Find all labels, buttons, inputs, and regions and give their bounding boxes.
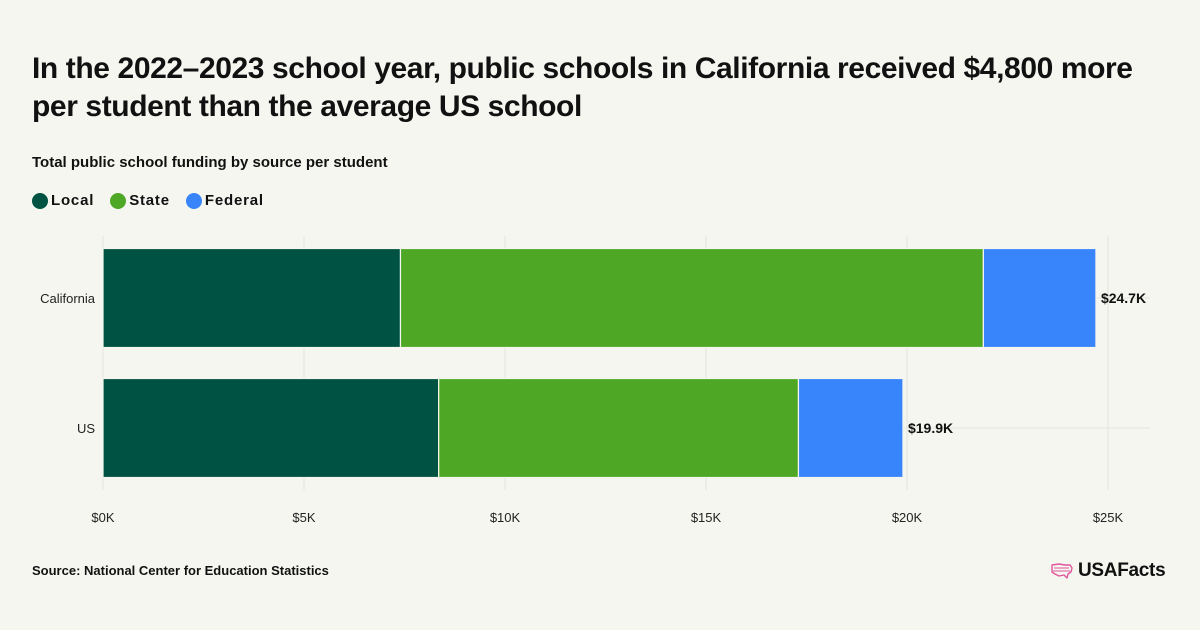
category-label: US xyxy=(77,421,95,436)
bar-state-us xyxy=(438,377,800,479)
usafacts-logo[interactable]: USAFacts xyxy=(1050,560,1166,582)
x-tick-label: $20K xyxy=(892,510,923,525)
legend-item-local: Local xyxy=(32,192,94,209)
us-map-icon xyxy=(1051,563,1073,579)
total-label: $24.7K xyxy=(1101,290,1146,306)
legend: Local State Federal xyxy=(32,192,280,209)
logo-text: USAFacts xyxy=(1078,560,1166,581)
x-tick-label: $15K xyxy=(691,510,722,525)
category-label: California xyxy=(40,291,96,306)
total-label: $19.9K xyxy=(908,420,953,436)
bar-federal-california xyxy=(982,247,1097,349)
legend-label-state: State xyxy=(129,192,170,209)
x-tick-label: $5K xyxy=(292,510,315,525)
legend-item-federal: Federal xyxy=(185,192,264,209)
legend-swatch-federal xyxy=(185,192,202,209)
legend-label-federal: Federal xyxy=(204,192,264,209)
chart-title: In the 2022–2023 school year, public sch… xyxy=(32,52,1133,123)
x-tick-label: $0K xyxy=(91,510,114,525)
x-tick-label: $25K xyxy=(1093,510,1124,525)
bar-local-us xyxy=(102,377,440,479)
bar-state-california xyxy=(399,247,984,349)
x-tick-label: $10K xyxy=(490,510,521,525)
legend-swatch-local xyxy=(32,192,48,209)
legend-swatch-state xyxy=(110,192,127,209)
legend-label-local: Local xyxy=(51,192,95,209)
chart-subtitle: Total public school funding by source pe… xyxy=(32,154,388,171)
bar-local-california xyxy=(102,247,402,349)
legend-item-state: State xyxy=(110,192,170,209)
source-note: Source: National Center for Education St… xyxy=(32,563,329,578)
bar-federal-us xyxy=(797,377,904,479)
stacked-bar-chart: $0K $5K $10K $15K $20K $25K California $24.7K US… xyxy=(40,236,1150,525)
